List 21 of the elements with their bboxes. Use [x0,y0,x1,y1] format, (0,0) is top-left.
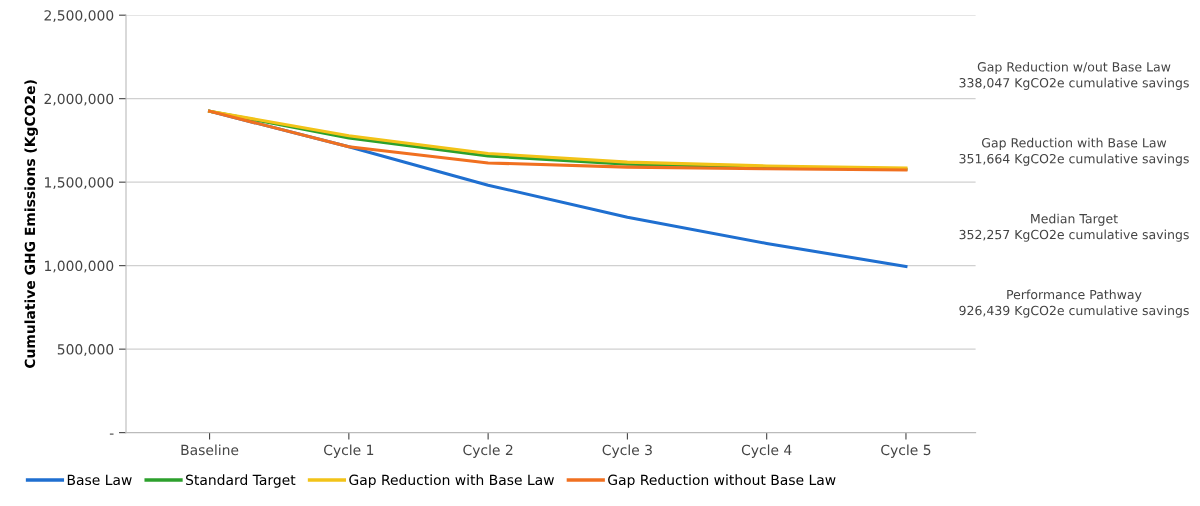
x-tick-label: Cycle 3 [602,444,652,458]
x-tick-label: Cycle 2 [463,444,513,458]
legend-label: Standard Target [186,474,296,488]
legend-label: Gap Reduction without Base Law [608,474,836,488]
annotation: Median Target 352,257 KgCO2e cumulative savings [959,213,1189,242]
legend-label: Gap Reduction with Base Law [349,474,554,488]
y-tick-label: 500,000 [57,344,114,357]
x-tick-label: Cycle 1 [324,444,374,458]
legend-label: Base Law [67,474,132,486]
y-tick-label: 2,500,000 [44,10,114,23]
y-tick-label: 2,000,000 [44,93,114,106]
x-tick-label: Cycle 5 [881,444,931,458]
y-tick-label: - [109,433,114,435]
annotation: Gap Reduction w/out Base Law 338,047 KgCO2e cumulative savings [959,61,1189,90]
x-tick-label: Cycle 4 [741,444,792,458]
annotation: Performance Pathway 926,439 KgCO2e cumulative savings [959,289,1189,318]
x-tick-label: Baseline [181,444,239,456]
y-tick-label: 1,500,000 [45,177,114,190]
annotation: Gap Reduction with Base Law 351,664 KgCO2e cumulative savings [959,137,1189,166]
y-tick-label: 1,000,000 [45,260,114,273]
y-axis-title: Cumulative GHG Emissions (KgCO2e) [24,80,38,368]
